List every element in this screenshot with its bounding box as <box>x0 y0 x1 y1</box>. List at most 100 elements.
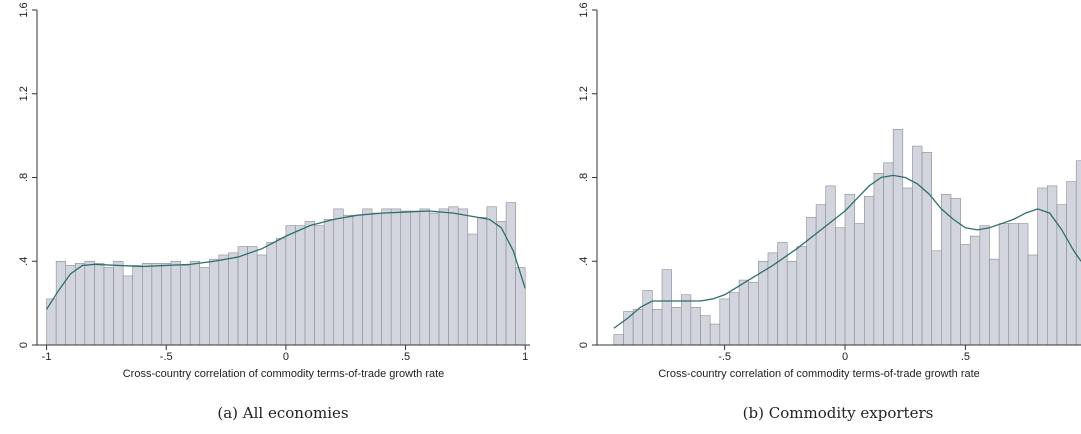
bar <box>94 263 105 345</box>
bar <box>738 279 750 345</box>
bar <box>786 260 798 345</box>
bar <box>912 145 923 345</box>
x-axis-title: Cross-country correlation of commodity t… <box>658 368 980 380</box>
bar <box>748 281 759 345</box>
bar <box>113 260 124 345</box>
bar <box>256 254 268 345</box>
bar <box>266 242 277 345</box>
y-tick-label: .4 <box>578 257 590 266</box>
bar <box>806 216 817 345</box>
bar <box>122 275 134 345</box>
x-tick-label: .5 <box>401 351 410 363</box>
bar <box>1075 160 1081 345</box>
y-tick-label: 0 <box>578 342 590 348</box>
bar <box>998 223 1010 345</box>
bar <box>671 307 682 345</box>
bar <box>796 246 807 345</box>
bar <box>969 235 981 345</box>
x-tick-label: -1 <box>42 351 52 363</box>
bar <box>652 309 663 345</box>
y-tick-label: 1.2 <box>578 86 590 101</box>
bar <box>642 290 653 345</box>
bar <box>295 225 306 345</box>
bar <box>46 298 57 345</box>
bar <box>180 265 191 345</box>
bar <box>690 307 701 345</box>
bar <box>1008 223 1019 345</box>
density-line <box>46 210 526 310</box>
y-tick-label: .8 <box>578 173 590 182</box>
x-tick-label: 1 <box>522 351 528 363</box>
bar <box>304 221 315 345</box>
bar <box>189 260 201 345</box>
bar <box>103 267 114 345</box>
plot-area <box>613 129 1081 345</box>
bar <box>902 187 913 345</box>
x-axis-title: Cross-country correlation of commodity t… <box>123 368 445 380</box>
bar <box>680 294 692 345</box>
bar <box>719 298 730 345</box>
bar <box>854 223 865 345</box>
caption: (b) Commodity exporters <box>743 404 934 422</box>
bar <box>228 252 239 345</box>
bar <box>276 237 287 345</box>
bar <box>844 193 855 345</box>
bar <box>729 292 740 345</box>
bar <box>333 208 344 345</box>
bar <box>74 263 86 345</box>
bar <box>777 242 788 345</box>
bar <box>161 263 172 345</box>
x-tick-label: 0 <box>842 351 848 363</box>
bar <box>199 267 210 345</box>
bar <box>873 173 884 345</box>
y-tick-label: .4 <box>18 257 30 266</box>
x-tick-label: -.5 <box>160 351 173 363</box>
bar <box>55 260 67 345</box>
bar <box>410 210 421 345</box>
bar <box>661 269 672 345</box>
bar <box>285 225 296 345</box>
bar <box>979 225 990 345</box>
bar <box>65 265 76 345</box>
bar <box>825 185 836 345</box>
bar <box>314 225 325 345</box>
bar <box>767 252 778 345</box>
y-tick-label: 0 <box>18 342 30 348</box>
bar <box>835 227 846 345</box>
bar <box>709 323 721 345</box>
bar <box>237 246 248 345</box>
bar <box>496 221 507 345</box>
bar <box>84 260 95 345</box>
bar <box>343 214 354 345</box>
y-tick-label: 1.6 <box>578 2 590 17</box>
bar <box>815 204 827 345</box>
bar <box>209 258 220 345</box>
bar <box>892 129 904 345</box>
x-tick-label: 0 <box>283 351 289 363</box>
bar <box>989 258 1000 345</box>
x-tick-label: .5 <box>961 351 970 363</box>
bar <box>700 315 711 345</box>
bar <box>883 162 894 345</box>
density-line <box>613 174 1081 329</box>
bar <box>1018 223 1029 345</box>
bar <box>921 152 933 345</box>
bar <box>457 208 469 345</box>
bar <box>1066 181 1077 345</box>
bar <box>477 216 488 345</box>
bar <box>247 246 258 345</box>
bar <box>613 334 624 345</box>
bar <box>170 260 181 345</box>
bar <box>438 208 449 345</box>
bar <box>467 233 478 345</box>
y-tick-label: 1.2 <box>18 86 30 101</box>
bar <box>151 263 162 345</box>
plot-area <box>46 202 526 345</box>
bar <box>352 214 363 345</box>
bar <box>632 309 644 345</box>
caption: (a) All economies <box>217 404 348 422</box>
bar <box>142 263 153 345</box>
bar <box>381 208 392 345</box>
bar <box>371 212 382 345</box>
